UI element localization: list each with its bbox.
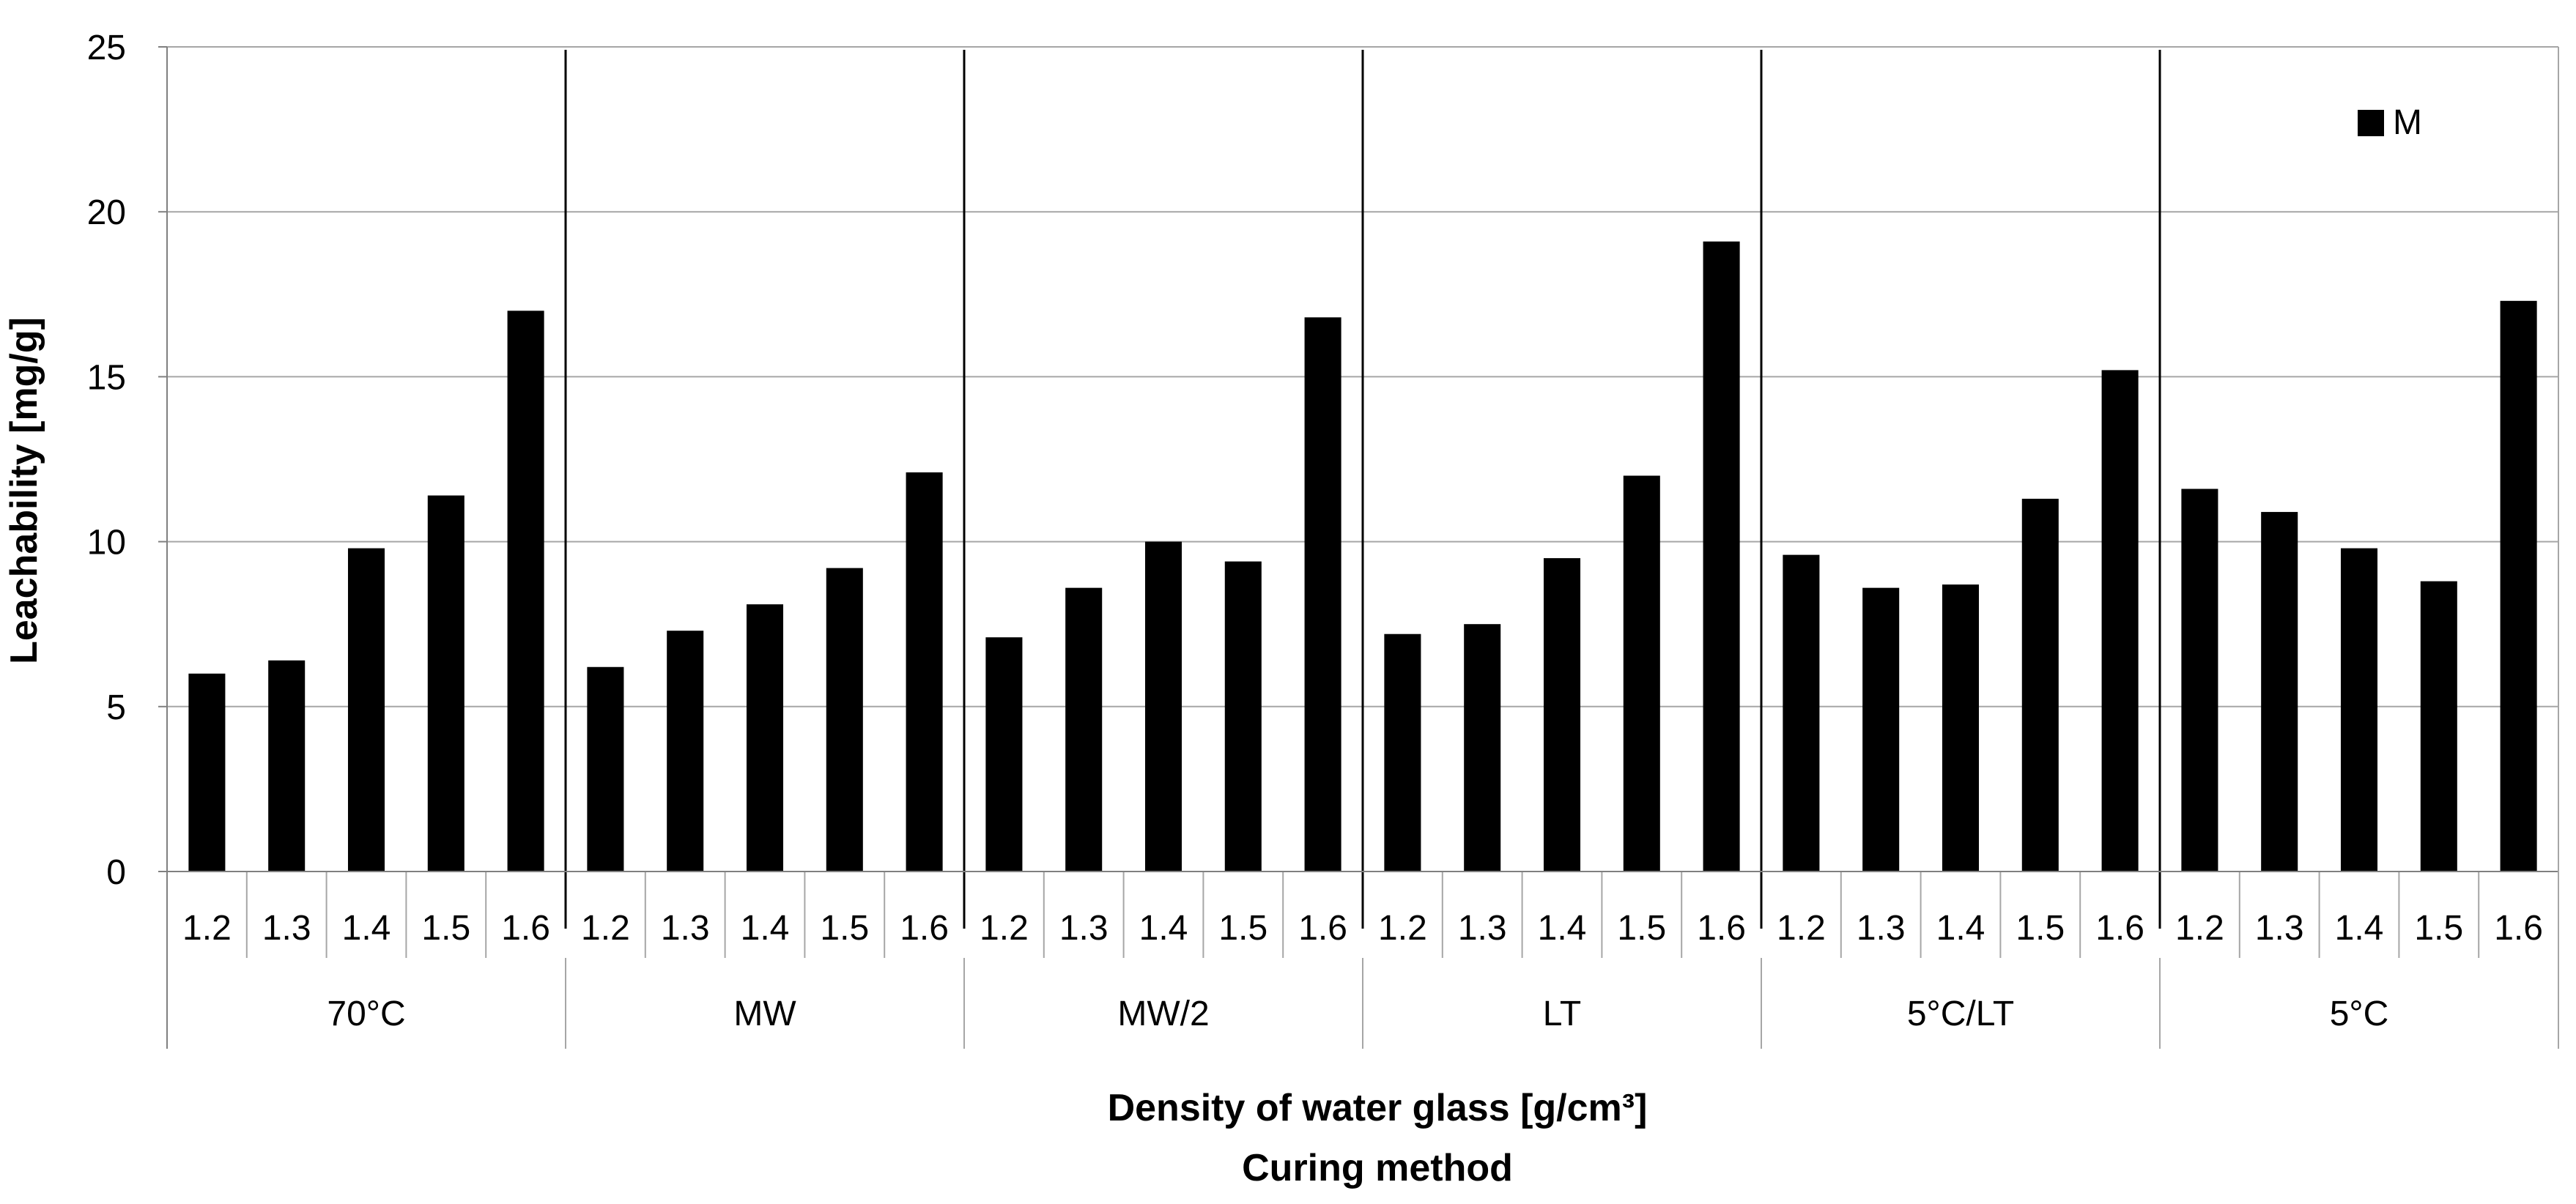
y-tick-label: 10: [87, 524, 126, 562]
x-category-label: 1.6: [900, 909, 949, 948]
bar-MW-1.2: [587, 666, 624, 872]
y-tick-label: 5: [106, 688, 126, 727]
y-axis-title: Leachability [mg/g]: [3, 317, 45, 664]
x-category-label: 1.4: [741, 909, 790, 948]
bar-70°C-1.3: [268, 660, 306, 872]
x-category-label: 1.4: [1139, 909, 1188, 948]
x-category-label: 1.2: [980, 909, 1029, 948]
bar-LT-1.3: [1464, 624, 1501, 872]
x-category-label: 1.3: [2255, 909, 2304, 948]
bar-5°C/LT-1.3: [1862, 587, 1900, 872]
bar-MW-1.5: [826, 568, 863, 872]
axes: [158, 46, 2559, 1049]
x-group-label: MW/2: [1117, 995, 1209, 1033]
y-tick-label: 25: [87, 29, 126, 67]
bar-MW-1.3: [667, 631, 704, 872]
x-group-label: 5°C: [2330, 995, 2389, 1033]
x-category-label: 1.4: [2335, 909, 2384, 948]
x-category-label: 1.6: [1697, 909, 1746, 948]
x-group-label: LT: [1543, 995, 1581, 1033]
x-category-label: 1.6: [501, 909, 550, 948]
x-category-label: 1.3: [1059, 909, 1109, 948]
bar-5°C/LT-1.5: [2021, 499, 2059, 872]
x-category-label: 1.4: [342, 909, 391, 948]
x-group-label: 70°C: [327, 995, 405, 1033]
x-category-label: 1.5: [2016, 909, 2065, 948]
x-category-label: 1.6: [2095, 909, 2144, 948]
bar-5°C/LT-1.6: [2101, 370, 2139, 872]
y-tick-label: 0: [106, 853, 126, 892]
x-category-label: 1.4: [1936, 909, 1985, 948]
x-category-label: 1.5: [1218, 909, 1267, 948]
bar-MW-1.4: [746, 604, 784, 872]
x-category-label: 1.2: [2175, 909, 2224, 948]
x-group-label: 5°C/LT: [1907, 995, 2014, 1033]
x-category-label: 1.2: [182, 909, 232, 948]
bar-LT-1.2: [1384, 633, 1421, 872]
x-category-label: 1.3: [1857, 909, 1906, 948]
bars: [188, 241, 2537, 872]
bar-70°C-1.6: [507, 311, 544, 872]
group-separators: [564, 50, 2161, 929]
y-tick-labels: 0 5 10 15 20 25: [87, 29, 126, 892]
bar-LT-1.4: [1543, 558, 1581, 872]
bar-MW/2-1.6: [1304, 317, 1341, 872]
x-category-label: 1.2: [1777, 909, 1826, 948]
legend: M: [2358, 103, 2422, 142]
x-category-label: 1.3: [1458, 909, 1507, 948]
bar-5°C-1.5: [2420, 581, 2457, 872]
bar-MW/2-1.2: [985, 637, 1023, 872]
x-category-label: 1.3: [661, 909, 710, 948]
bar-5°C-1.2: [2181, 488, 2218, 872]
x-category-label: 1.6: [1298, 909, 1347, 948]
x-category-label: 1.5: [2414, 909, 2463, 948]
x-category-label: 1.4: [1538, 909, 1587, 948]
bar-5°C-1.4: [2340, 548, 2378, 872]
x-category-labels: 1.2 1.3 1.4 1.5 1.6 1.2 1.3 1.4 1.5 1.6 1.2 1.3 1.4 1…: [182, 909, 2543, 948]
bar-70°C-1.4: [347, 548, 385, 872]
bar-LT-1.5: [1623, 475, 1660, 872]
x-group-labels: 70°C MW MW/2 LT 5°C/LT 5°C: [327, 995, 2388, 1033]
bar-MW/2-1.3: [1065, 587, 1103, 872]
legend-label-m: M: [2393, 103, 2422, 142]
bar-MW-1.6: [906, 472, 943, 872]
x-category-label: 1.5: [820, 909, 869, 948]
x-group-label: MW: [733, 995, 796, 1033]
bar-LT-1.6: [1703, 241, 1740, 872]
bar-70°C-1.2: [188, 673, 226, 872]
x-category-label: 1.5: [1617, 909, 1666, 948]
bar-5°C-1.6: [2500, 300, 2537, 872]
bar-5°C/LT-1.4: [1942, 584, 1980, 872]
x-category-label: 1.5: [421, 909, 470, 948]
x-axis-title: Density of water glass [g/cm³]: [1108, 1087, 1648, 1129]
x-category-label: 1.2: [581, 909, 630, 948]
bar-5°C/LT-1.2: [1783, 554, 1820, 872]
x-category-label: 1.6: [2494, 909, 2543, 948]
x-category-label: 1.2: [1378, 909, 1427, 948]
y-tick-label: 15: [87, 358, 126, 397]
bar-MW/2-1.4: [1144, 541, 1182, 872]
bar-MW/2-1.5: [1224, 561, 1262, 872]
x-axis-subtitle: Curing method: [1242, 1147, 1513, 1189]
y-tick-label: 20: [87, 193, 126, 232]
legend-swatch-m: [2358, 110, 2384, 136]
bar-70°C-1.5: [427, 495, 465, 872]
bar-5°C-1.3: [2261, 512, 2298, 872]
x-category-label: 1.3: [262, 909, 311, 948]
